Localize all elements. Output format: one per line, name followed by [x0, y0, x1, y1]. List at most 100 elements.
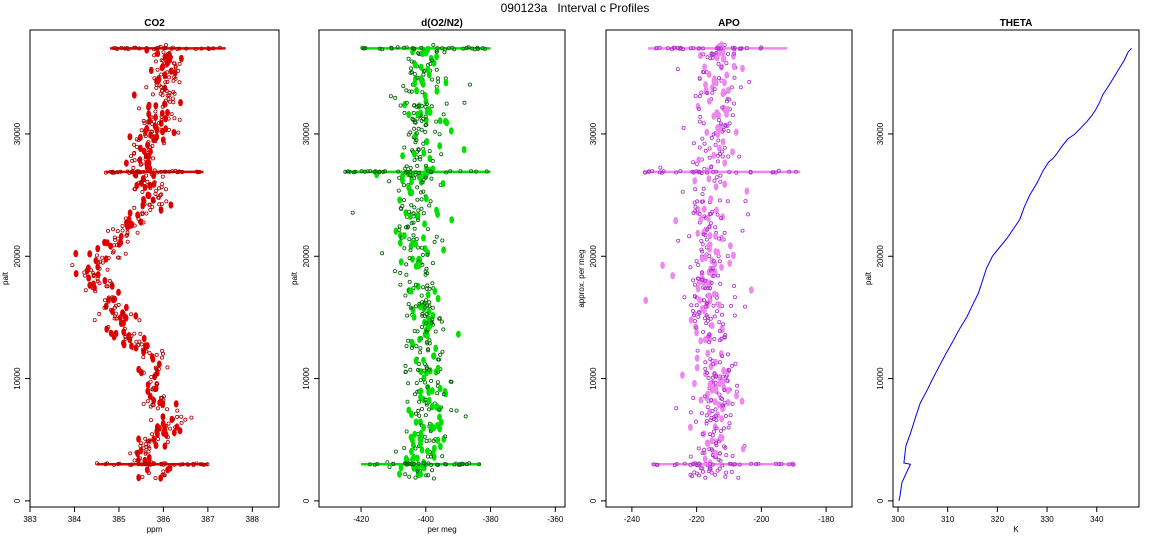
data-point: [391, 461, 396, 466]
panel-d-o2-n2-: d(O2/N2) -420 -400 -380 -360 per meg 0 10000 200…: [290, 18, 566, 534]
data-point: [121, 341, 127, 349]
data-point: [706, 175, 712, 183]
data-point: [714, 373, 719, 378]
data-point: [83, 288, 88, 293]
plot-area: [343, 43, 491, 481]
data-point: [698, 466, 703, 471]
data-point: [206, 47, 211, 52]
data-point: [161, 469, 166, 474]
data-point: [444, 170, 449, 175]
data-point: [156, 360, 162, 368]
data-point: [694, 303, 699, 308]
x-tick-label: -360: [547, 515, 564, 524]
data-point: [154, 425, 159, 430]
data-point: [421, 72, 426, 77]
data-point: [194, 169, 199, 174]
data-point: [713, 413, 718, 418]
data-point: [435, 364, 441, 372]
data-point: [150, 396, 155, 401]
data-point: [718, 350, 724, 358]
data-point: [420, 80, 426, 88]
data-point: [155, 46, 160, 51]
data-point: [100, 260, 105, 265]
data-point: [94, 461, 99, 466]
data-point: [705, 91, 710, 96]
data-point: [158, 91, 163, 96]
data-point: [155, 67, 160, 72]
data-point: [158, 395, 163, 400]
data-point: [163, 431, 169, 439]
data-point: [441, 392, 446, 397]
data-point: [421, 117, 426, 122]
data-point: [712, 260, 718, 268]
data-point: [693, 318, 698, 323]
data-point: [714, 206, 719, 214]
data-point: [704, 321, 709, 326]
data-point: [712, 87, 717, 92]
data-point: [696, 314, 701, 319]
data-point: [691, 278, 696, 283]
data-point: [402, 101, 408, 109]
data-point: [138, 368, 144, 377]
data-point: [426, 473, 431, 478]
data-point: [721, 377, 726, 385]
data-point: [162, 442, 168, 450]
panel-title: d(O2/N2): [421, 18, 463, 29]
data-point: [423, 413, 428, 418]
data-point: [150, 204, 155, 209]
data-point: [718, 173, 723, 178]
data-point: [165, 79, 170, 84]
data-point: [141, 370, 146, 375]
data-point: [153, 365, 158, 370]
data-point: [693, 209, 698, 214]
data-point: [423, 380, 428, 385]
data-point: [429, 387, 435, 395]
x-tick-label: -400: [418, 515, 435, 524]
data-point: [112, 316, 117, 321]
data-point: [103, 462, 108, 467]
data-point: [642, 170, 647, 175]
data-point: [673, 217, 679, 225]
data-point: [406, 184, 412, 192]
data-point: [692, 177, 698, 185]
data-point: [726, 129, 731, 134]
data-point: [409, 338, 415, 346]
data-point: [427, 149, 432, 154]
data-point: [700, 450, 705, 455]
data-point: [108, 242, 114, 250]
data-point: [744, 187, 750, 195]
data-point: [682, 461, 687, 466]
data-point: [710, 266, 715, 271]
panel-apo: APO -240 -220 -200 -180 0 10000 20000 30000 appro…: [577, 18, 853, 524]
data-point: [437, 384, 443, 393]
data-point: [111, 249, 116, 254]
y-tick-label: 0: [876, 498, 885, 503]
data-point: [727, 259, 733, 267]
data-point: [455, 330, 461, 338]
data-point: [419, 49, 425, 58]
data-point: [721, 322, 726, 327]
data-point: [172, 462, 177, 467]
data-point: [410, 239, 416, 247]
data-point: [426, 407, 431, 412]
data-point: [428, 199, 433, 204]
data-point: [708, 418, 713, 423]
data-point: [131, 142, 136, 147]
data-point: [720, 90, 726, 98]
data-point: [435, 46, 440, 51]
data-point: [719, 234, 725, 242]
data-point: [468, 169, 473, 174]
data-point: [707, 380, 713, 388]
data-point: [420, 90, 425, 95]
data-point: [206, 46, 211, 51]
data-point: [159, 355, 164, 360]
data-point: [162, 169, 167, 174]
data-point: [412, 80, 418, 88]
data-point: [415, 367, 420, 372]
data-point: [144, 342, 150, 350]
data-point: [426, 106, 432, 114]
data-point: [429, 378, 434, 383]
data-point: [408, 165, 413, 170]
data-point: [461, 146, 467, 154]
data-point: [711, 132, 716, 137]
